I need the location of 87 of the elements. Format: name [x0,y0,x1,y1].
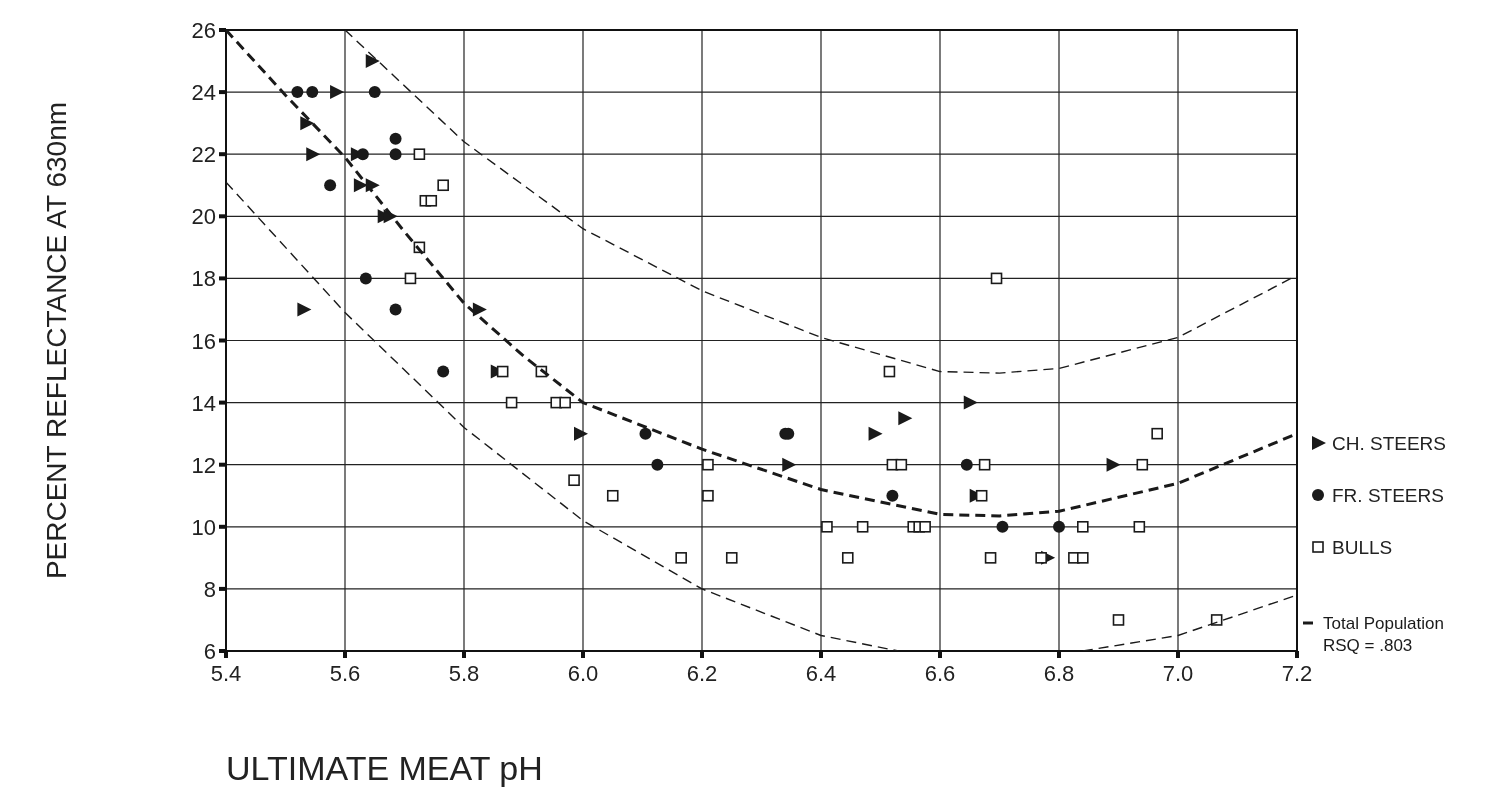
y-tick-label: 24 [191,80,216,106]
point [1053,520,1065,533]
point [1112,614,1125,626]
point [886,489,899,502]
point [359,272,372,285]
x-tick-label: 5.4 [210,661,242,686]
point [978,458,991,471]
point [437,179,449,192]
point [306,147,321,162]
y-tick-label: 26 [191,18,216,43]
point [841,552,854,564]
point [1133,521,1146,533]
point [1210,614,1223,626]
point [883,365,896,378]
point [353,178,368,193]
point [919,521,931,533]
point [413,148,426,160]
legend-label: BULLS [1332,537,1393,558]
y-tick-label: 16 [191,328,216,354]
point [297,302,312,317]
point [996,520,1009,533]
point [389,132,402,145]
point [389,148,402,161]
point [1077,521,1089,533]
point [306,86,319,99]
point [606,489,619,502]
point [868,426,883,441]
point [300,116,315,131]
point [330,85,345,100]
point [559,396,571,409]
y-axis-title: PERCENT REFLECTANCE AT 630nm [41,101,72,580]
y-tick-label: 22 [191,142,216,168]
point [856,521,869,533]
point [389,303,402,316]
point [568,474,580,487]
point [984,552,997,564]
y-tick-label: 18 [191,266,216,292]
point [365,54,380,69]
point [782,457,797,472]
point [324,179,337,192]
point [975,489,988,502]
point [437,365,450,378]
point [1077,552,1089,564]
point [356,148,369,161]
point [990,272,1003,285]
x-tick-label: 5.8 [448,661,480,686]
x-tick-label: 6.6 [924,661,956,686]
point [702,458,714,471]
point [368,86,381,99]
point [963,395,978,410]
point [960,458,973,471]
point [505,396,518,409]
x-axis-title: ULTIMATE MEAT pH [226,749,543,787]
x-tick-label: 6.0 [567,661,599,686]
y-tick-label: 8 [203,576,216,602]
point [895,458,908,471]
y-tick-label: 14 [191,390,216,416]
point [898,411,913,426]
legend-label: Total Population RSQ = .803 [1323,614,1444,655]
point [702,489,714,502]
point [821,521,833,533]
y-tick-label: 10 [191,514,216,540]
x-tick-label: 7.2 [1281,661,1313,686]
x-tick-label: 6.2 [686,661,718,686]
point [1035,552,1047,564]
legend-label: FR. STEERS [1332,485,1444,506]
point [675,552,687,564]
point [291,86,304,99]
point [472,302,487,317]
point [1151,427,1163,440]
point [1136,458,1149,471]
point [725,552,738,564]
x-tick-label: 7.0 [1162,661,1194,686]
y-tick-label: 12 [191,452,216,478]
point [639,427,652,440]
point [425,194,438,207]
y-tick-label: 6 [203,639,216,664]
y-tick-label: 20 [191,204,216,230]
point [404,272,417,285]
point [574,426,589,441]
x-tick-label: 6.4 [805,661,837,686]
point [651,458,664,471]
x-tick-label: 6.8 [1043,661,1075,686]
point [496,365,509,378]
x-tick-label: 5.6 [329,661,361,686]
legend-label: CH. STEERS [1332,433,1447,454]
point [1106,457,1121,472]
